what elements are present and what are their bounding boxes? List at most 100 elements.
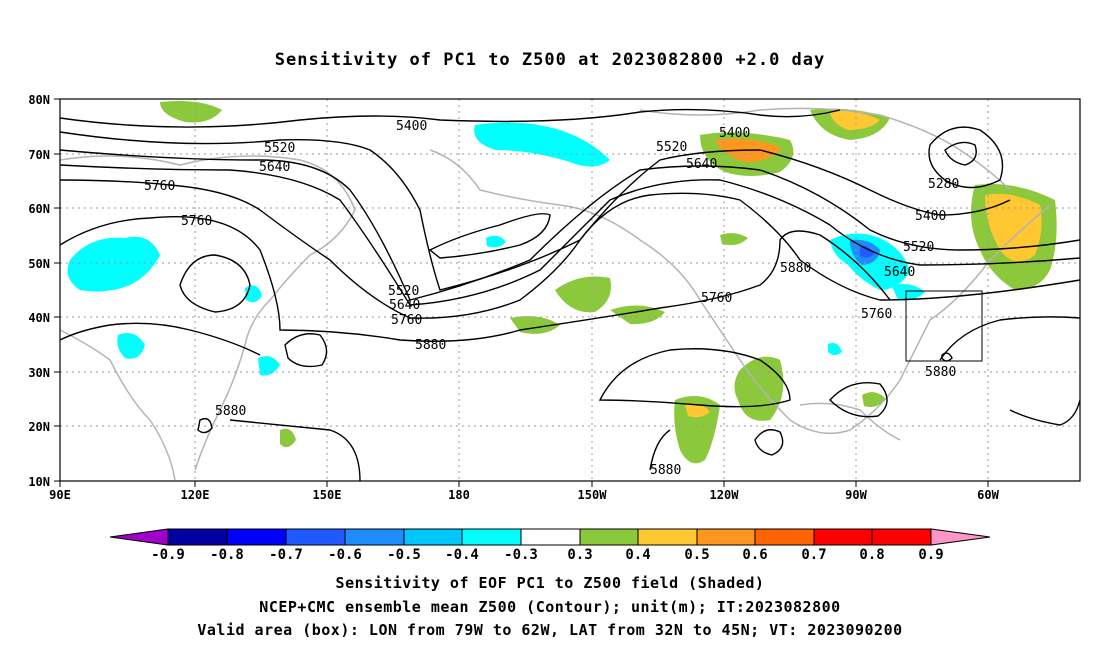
colorbar-segment bbox=[637, 528, 698, 546]
shade-positive bbox=[720, 233, 748, 246]
colorbar-segment bbox=[344, 528, 405, 546]
caption-line-2: NCEP+CMC ensemble mean Z500 (Contour); u… bbox=[259, 598, 841, 616]
lat-label: 50N bbox=[28, 257, 50, 271]
colorbar bbox=[109, 528, 991, 546]
shade-negative bbox=[67, 236, 160, 292]
colorbar-label: 0.5 bbox=[684, 547, 709, 563]
contour-label: 5880 bbox=[415, 338, 446, 353]
lat-labels: 80N 70N 60N 50N 40N 30N 20N 10N bbox=[28, 93, 50, 489]
lat-label: 20N bbox=[28, 420, 50, 434]
lon-label: 180 bbox=[448, 488, 470, 502]
shade-negative bbox=[828, 343, 842, 355]
contour-line bbox=[928, 126, 1004, 189]
contour-line bbox=[197, 417, 213, 434]
lat-label: 30N bbox=[28, 366, 50, 380]
coastline bbox=[429, 149, 1051, 435]
contour-line bbox=[59, 215, 891, 342]
shade-negative bbox=[117, 332, 145, 359]
colorbar-segment bbox=[520, 528, 581, 546]
contour-label: 5400 bbox=[396, 119, 427, 134]
contour-line bbox=[754, 429, 784, 456]
contour-label: 5400 bbox=[915, 209, 946, 224]
colorbar-label: -0.4 bbox=[445, 547, 479, 563]
colorbar-label: -0.3 bbox=[504, 547, 538, 563]
contour-line bbox=[939, 316, 1081, 361]
shade-positive bbox=[862, 392, 885, 407]
contour-line bbox=[59, 322, 261, 356]
colorbar-label: -0.8 bbox=[210, 547, 244, 563]
lon-label: 150E bbox=[313, 488, 342, 502]
lon-labels: 90E 120E 150E 180 150W 120W 90W 60W bbox=[49, 488, 999, 502]
colorbar-label: -0.5 bbox=[387, 547, 421, 563]
map-title: Sensitivity of PC1 to Z500 at 2023082800… bbox=[274, 50, 826, 70]
contour-label: 5520 bbox=[264, 141, 295, 156]
shade-positive bbox=[830, 111, 880, 130]
contour-label: 5640 bbox=[259, 160, 290, 175]
contour-label: 5880 bbox=[780, 261, 811, 276]
contour-label: 5760 bbox=[701, 291, 732, 306]
contour-label: 5880 bbox=[215, 404, 246, 419]
caption-line-1: Sensitivity of EOF PC1 to Z500 field (Sh… bbox=[335, 574, 765, 592]
contour-label: 5520 bbox=[388, 284, 419, 299]
contour-label: 5760 bbox=[181, 214, 212, 229]
shade-negative bbox=[892, 284, 925, 301]
contour-line bbox=[598, 348, 791, 408]
contour-line bbox=[944, 141, 977, 166]
valid-area-box bbox=[905, 290, 983, 362]
colorbar-label: 0.4 bbox=[625, 547, 650, 563]
lon-label: 60W bbox=[977, 488, 999, 502]
lat-label: 10N bbox=[28, 475, 50, 489]
contour-label: 5640 bbox=[686, 157, 717, 172]
lat-label: 80N bbox=[28, 93, 50, 107]
colorbar-segment bbox=[403, 528, 463, 546]
contour-label: 5760 bbox=[391, 313, 422, 328]
caption-line-3: Valid area (box): LON from 79W to 62W, L… bbox=[197, 621, 903, 639]
shade-positive bbox=[734, 356, 784, 421]
colorbar-label: 0.7 bbox=[801, 547, 826, 563]
colorbar-segment bbox=[696, 528, 756, 546]
colorbar-label: -0.7 bbox=[269, 547, 303, 563]
coastline bbox=[799, 402, 901, 441]
colorbar-arrow-left bbox=[109, 528, 169, 546]
shade-negative bbox=[258, 356, 280, 376]
contour-label: 5520 bbox=[903, 240, 934, 255]
coastline-layer bbox=[59, 107, 1051, 481]
shade-positive bbox=[685, 403, 710, 418]
contour-label: 5640 bbox=[389, 298, 420, 313]
colorbar-segment bbox=[226, 528, 287, 546]
lat-label: 40N bbox=[28, 311, 50, 325]
lon-label: 90W bbox=[845, 488, 867, 502]
colorbar-segment bbox=[754, 528, 815, 546]
shade-positive bbox=[985, 193, 1042, 262]
shade-negative bbox=[860, 245, 874, 258]
grid-layer bbox=[60, 99, 1080, 481]
contour-line bbox=[1009, 399, 1081, 426]
colorbar-segment bbox=[167, 528, 228, 546]
contour-line bbox=[829, 382, 888, 418]
colorbar-label: 0.8 bbox=[859, 547, 884, 563]
shade-negative bbox=[474, 122, 610, 167]
contour-line bbox=[59, 108, 841, 128]
contour-line bbox=[428, 213, 551, 259]
contour-label: 5400 bbox=[719, 126, 750, 141]
lat-label: 70N bbox=[28, 148, 50, 162]
contour-line bbox=[59, 164, 1081, 306]
shade-positive bbox=[160, 101, 222, 123]
contour-label: 5640 bbox=[884, 265, 915, 280]
shade-positive bbox=[280, 428, 296, 448]
colorbar-segment bbox=[285, 528, 346, 546]
contour-line bbox=[229, 419, 361, 482]
plot-frame bbox=[59, 98, 1081, 482]
contour-line bbox=[941, 352, 953, 362]
lon-label: 120E bbox=[181, 488, 210, 502]
coastline bbox=[59, 155, 356, 471]
colorbar-arrow-right bbox=[930, 528, 991, 546]
colorbar-segment bbox=[871, 528, 932, 546]
coastline bbox=[639, 107, 1011, 191]
contour-line bbox=[649, 429, 671, 471]
contour-layer bbox=[59, 108, 1081, 482]
contour-label: 5880 bbox=[650, 463, 681, 478]
contour-label: 5760 bbox=[861, 307, 892, 322]
colorbar-labels: -0.9 -0.8 -0.7 -0.6 -0.5 -0.4 -0.3 0.3 0… bbox=[151, 547, 944, 563]
